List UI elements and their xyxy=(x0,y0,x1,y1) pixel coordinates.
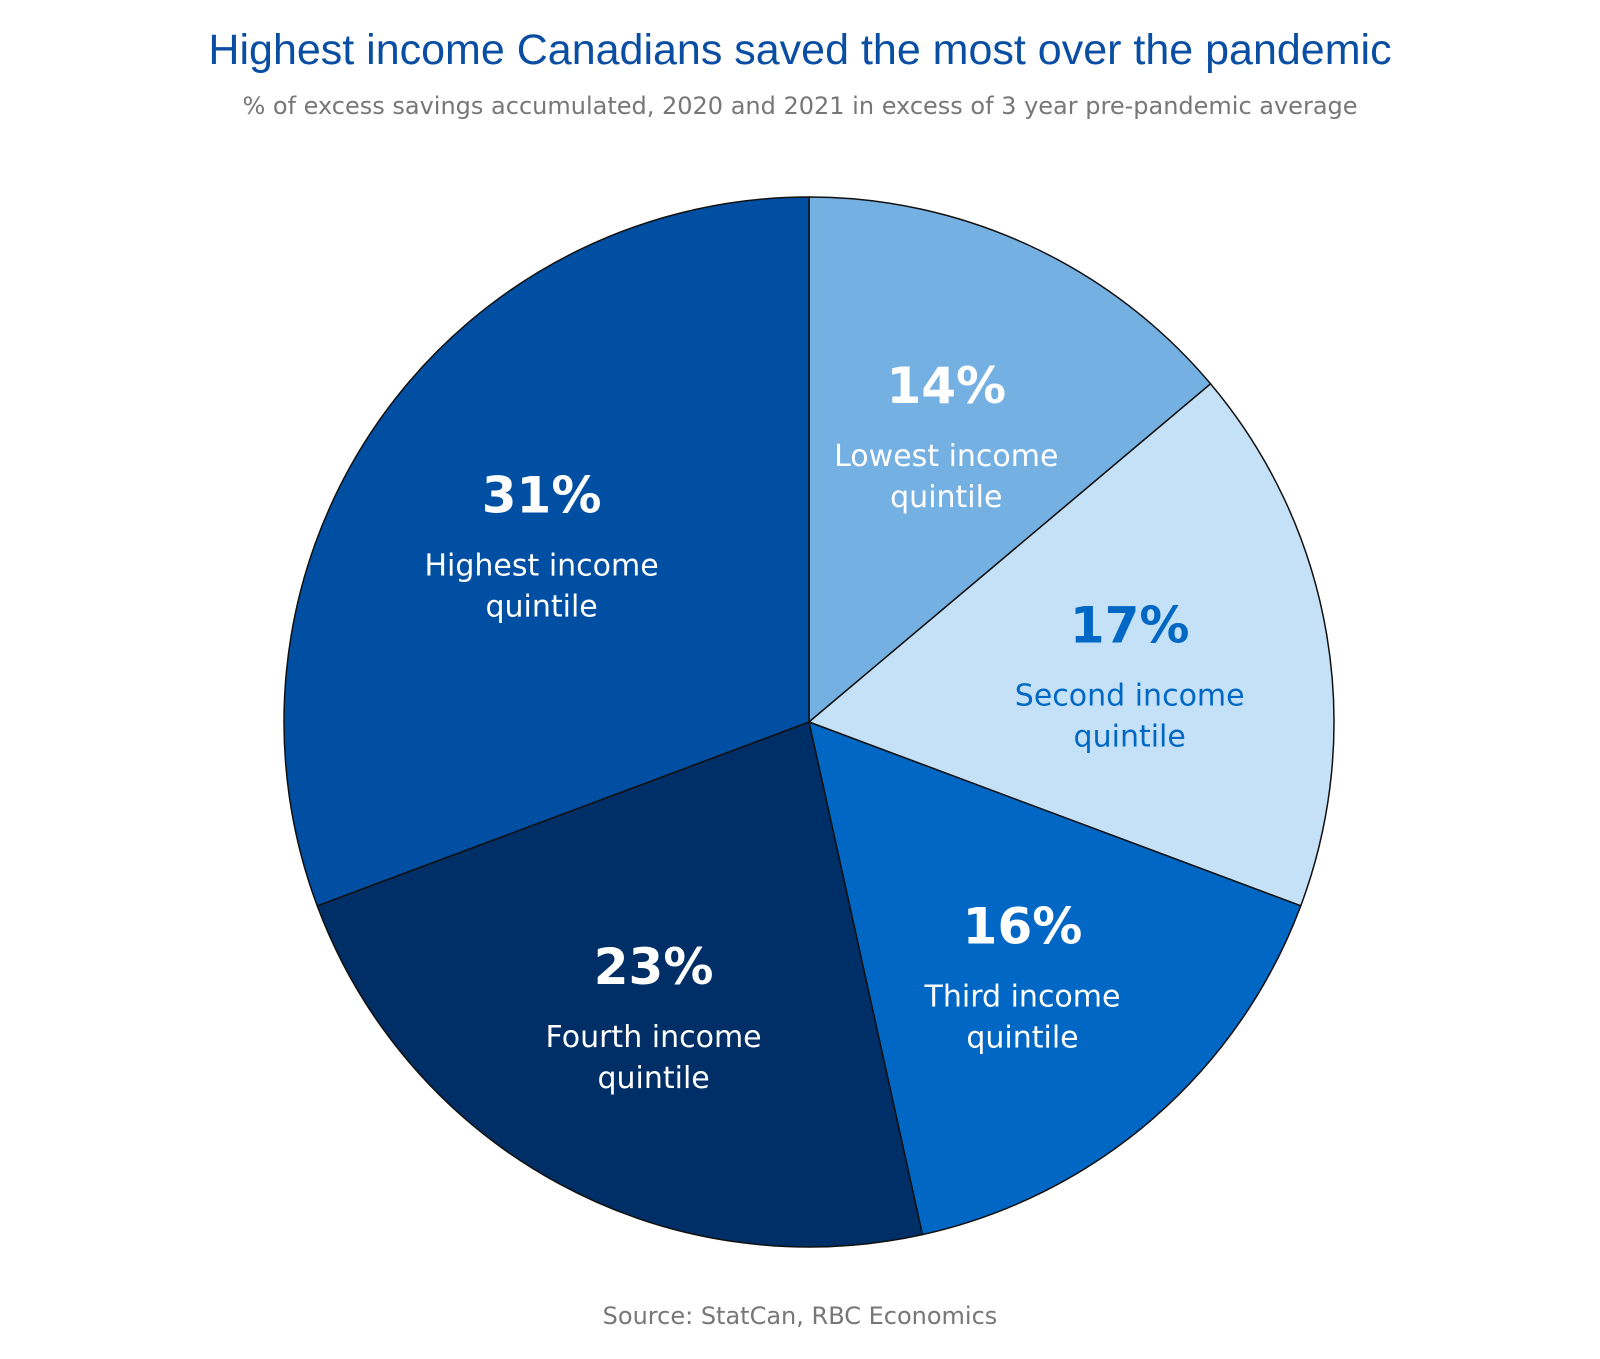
slice-category-label: quintile xyxy=(485,590,597,625)
pie-slice xyxy=(283,196,810,907)
pie-slice xyxy=(808,721,1302,1236)
chart-subtitle: % of excess savings accumulated, 2020 an… xyxy=(242,92,1358,120)
slice-category-label: quintile xyxy=(1074,720,1186,755)
pie-labels: 14% Lowest income quintile 17% Second income… xyxy=(424,357,1244,1096)
slice-category-label: Fourth income xyxy=(546,1020,762,1055)
slice-value-label: 23% xyxy=(594,938,714,996)
pie-slices xyxy=(283,196,1335,1248)
slice-value-label: 17% xyxy=(1070,597,1190,655)
pie-slice xyxy=(808,383,1335,907)
slice-category-label: quintile xyxy=(966,1021,1078,1056)
slice-category-label: quintile xyxy=(890,480,1002,515)
slice-category-label: Highest income xyxy=(424,549,658,584)
slice-category-label: Lowest income xyxy=(834,439,1058,474)
slice-value-label: 16% xyxy=(963,898,1083,956)
pie-slice xyxy=(316,721,924,1248)
slice-category-label: Second income xyxy=(1015,679,1245,714)
slice-value-label: 14% xyxy=(886,357,1006,415)
slice-category-label: quintile xyxy=(597,1061,709,1096)
pie-slice xyxy=(808,196,1212,723)
chart-source: Source: StatCan, RBC Economics xyxy=(602,1302,998,1330)
chart-title: Highest income Canadians saved the most … xyxy=(208,26,1392,74)
slice-category-label: Third income xyxy=(924,980,1121,1015)
slice-value-label: 31% xyxy=(482,467,602,525)
